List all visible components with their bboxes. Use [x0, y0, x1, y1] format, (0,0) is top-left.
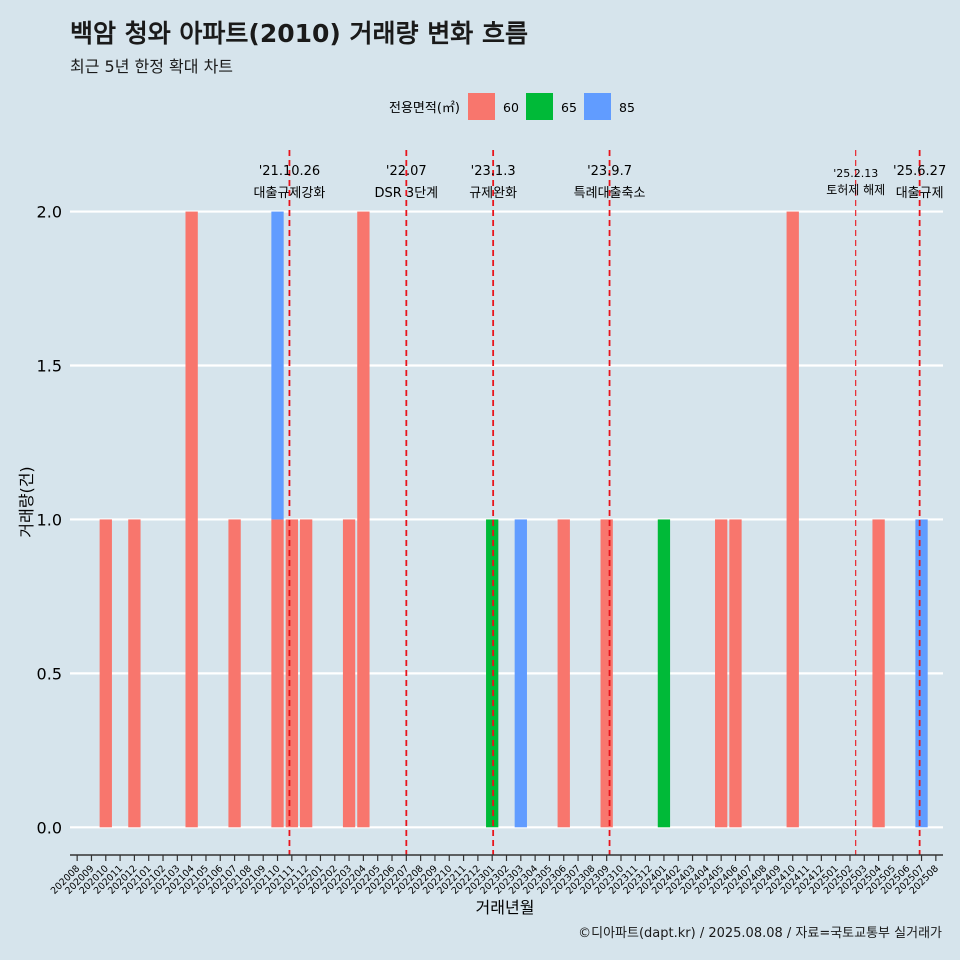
legend-label-85: 85 — [619, 100, 635, 115]
bar-60-202112 — [299, 519, 313, 828]
legend-key-65 — [526, 93, 553, 120]
bar-65-202301 — [486, 519, 499, 828]
legend: 전용면적(㎡) 60 65 85 — [389, 93, 635, 120]
event-date-label: '21.10.26 — [259, 164, 320, 179]
event-name-label: 특례대출축소 — [574, 186, 646, 201]
bar-65-202401 — [657, 519, 671, 828]
event-date-label: '22.07 — [386, 164, 427, 179]
bar-60-202204 — [357, 211, 370, 828]
bars — [99, 211, 928, 828]
y-axis: 0.0 0.5 1.0 1.5 2.0 — [37, 203, 62, 838]
chart-subtitle: 최근 5년 한정 확대 차트 — [70, 57, 234, 76]
y-tick-label: 1.5 — [37, 357, 62, 376]
bar-60-202012 — [128, 519, 141, 828]
y-tick-label: 2.0 — [37, 203, 62, 222]
legend-title: 전용면적(㎡) — [389, 101, 460, 116]
bar-60-202111 — [285, 519, 298, 828]
bar-60-202405 — [715, 519, 728, 828]
legend-key-60 — [468, 93, 495, 120]
bar-85-202507 — [915, 519, 928, 828]
bar-60-202110 — [271, 519, 284, 828]
chart-caption: ©디아파트(dapt.kr) / 2025.08.08 / 자료=국토교통부 실… — [578, 926, 942, 941]
chart-title: 백암 청와 아파트(2010) 거래량 변화 흐름 — [70, 19, 528, 48]
event-name-label: 규제완화 — [469, 186, 517, 201]
bar-85-202110 — [271, 211, 284, 520]
bar-60-202203 — [342, 519, 356, 828]
y-tick-label: 0.0 — [37, 818, 62, 837]
bar-60-202309 — [600, 519, 613, 828]
bar-60-202504 — [872, 519, 885, 828]
y-axis-title: 거래량(건) — [17, 466, 36, 537]
legend-label-65: 65 — [561, 100, 577, 115]
event-date-label: '23.9.7 — [587, 164, 632, 179]
event-date-label: '25.6.27 — [893, 164, 946, 179]
event-date-label: '23.1.3 — [471, 164, 516, 179]
x-axis-title: 거래년월 — [476, 898, 535, 917]
y-tick-label: 0.5 — [37, 664, 62, 683]
event-name-label: 대출규제강화 — [254, 186, 326, 201]
event-markers: '21.10.26 대출규제강화 '22.07 DSR 3단계 '23.1.3 규제완화 '… — [254, 150, 946, 855]
legend-label-60: 60 — [503, 100, 519, 115]
event-name-label: 대출규제 — [896, 186, 944, 201]
bar-60-202104 — [185, 211, 198, 828]
event-date-label: '25.2.13 — [833, 167, 878, 180]
bar-60-202010 — [99, 519, 112, 828]
legend-key-85 — [584, 93, 611, 120]
event-name-label: DSR 3단계 — [375, 186, 439, 201]
y-tick-label: 1.0 — [37, 510, 62, 529]
bar-60-202107 — [228, 519, 241, 828]
gridlines — [70, 210, 943, 829]
bar-60-202410 — [786, 211, 799, 828]
bar-85-202303 — [514, 519, 527, 828]
bar-60-202306 — [557, 519, 570, 828]
x-axis: 2020082020092020102020112020122021012021… — [49, 854, 943, 897]
event-name-label: 토허제 해제 — [826, 183, 885, 197]
bar-60-202406 — [729, 519, 742, 828]
